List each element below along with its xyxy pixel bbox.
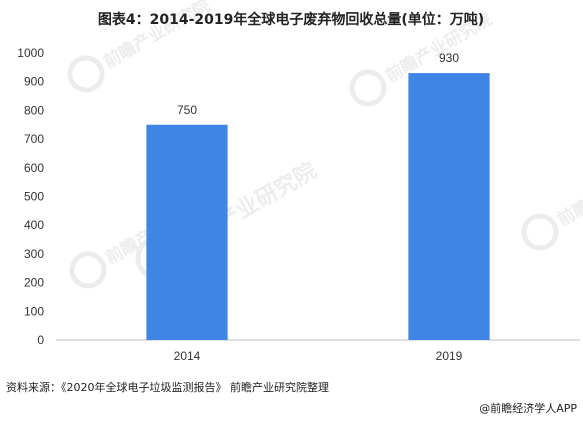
x-tick-label-2014: 2014 (174, 349, 201, 363)
x-tick-label-2019: 2019 (436, 349, 463, 363)
y-tick-label: 800 (24, 103, 44, 117)
bar-series (146, 73, 490, 340)
bar-2014 (146, 124, 228, 340)
attribution: @前瞻经济学人APP (479, 402, 577, 415)
chart-title: 图表4：2014-2019年全球电子废弃物回收总量(单位：万吨) (98, 11, 484, 28)
bar-2019 (408, 73, 490, 340)
data-label-2014: 750 (177, 103, 197, 117)
y-tick-label: 600 (24, 161, 44, 175)
source-note: 资料来源：《2020年全球电子垃圾监测报告》 前瞻产业研究院整理 (6, 381, 329, 394)
y-tick-label: 400 (24, 218, 44, 232)
y-axis-tick-labels: 0 100 200 300 400 500 600 700 800 900 1000 (17, 46, 44, 347)
y-tick-label: 0 (37, 333, 44, 347)
y-tick-label: 500 (24, 190, 44, 204)
data-labels: 750 930 (177, 51, 459, 117)
y-tick-label: 900 (24, 75, 44, 89)
y-tick-label: 200 (24, 276, 44, 290)
data-label-2019: 930 (439, 51, 459, 65)
y-tick-label: 300 (24, 247, 44, 261)
watermark-5: 前瞻产业研究院 (521, 153, 583, 251)
watermark-layer: 前瞻产业研究院 前瞻产业研究院 前瞻产业研究院 前瞻产业研究院 前瞻产业研究院 (67, 0, 583, 289)
y-tick-label: 100 (24, 304, 44, 318)
y-tick-label: 700 (24, 132, 44, 146)
watermark-text-1: 前瞻产业研究院 (100, 0, 214, 73)
watermark-text-5: 前瞻产业研究院 (554, 153, 583, 231)
y-tick-label: 1000 (17, 46, 44, 60)
x-axis-tick-labels: 2014 2019 (174, 349, 463, 363)
